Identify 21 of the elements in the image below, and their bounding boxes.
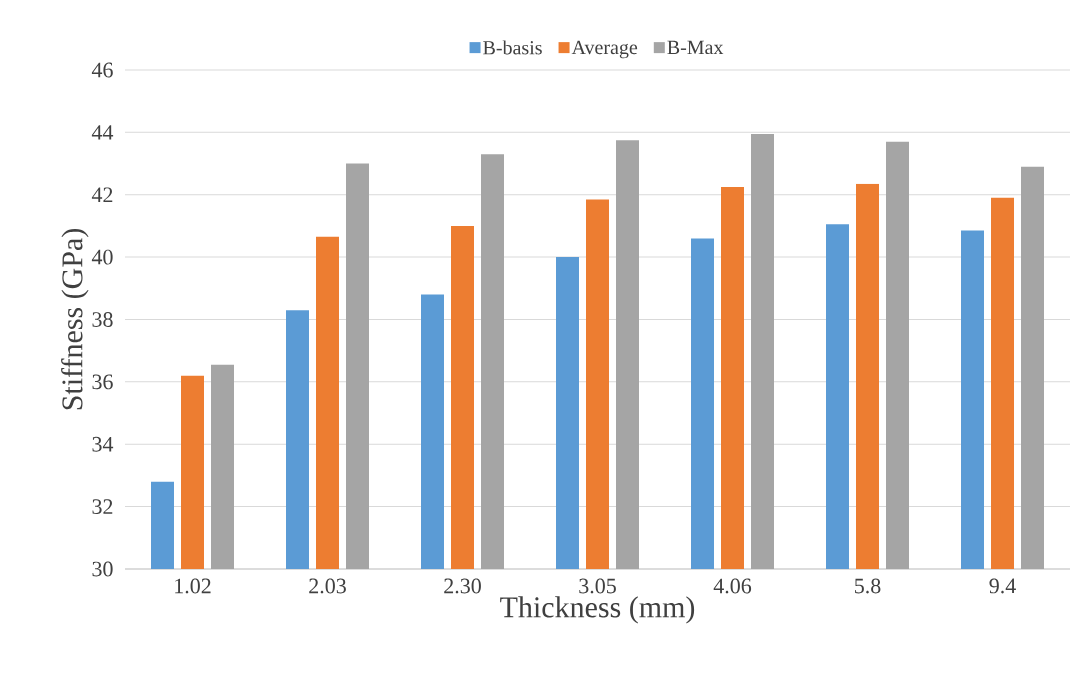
y-tick-label: 32: [92, 499, 113, 515]
y-tick-label: 44: [91, 125, 114, 140]
x-tick-label: 5.8: [855, 578, 881, 594]
y-tick-label: 34: [92, 436, 114, 452]
x-tick-label: 4.06: [713, 578, 752, 594]
x-tick-label: 9.4: [989, 578, 1016, 594]
x-tick-label: 2.03: [309, 578, 346, 594]
legend-label: Average: [571, 40, 638, 59]
x-tick-label: 1.02: [175, 578, 211, 594]
y-tick-label: 36: [92, 374, 113, 390]
y-tick-label: 40: [91, 249, 113, 265]
y-axis-title: Stiffness (GPa): [61, 229, 89, 410]
y-tick-label: 46: [91, 62, 113, 78]
legend-label: B-Max: [667, 40, 724, 55]
x-axis-title: Thickness (mm): [500, 596, 695, 624]
y-tick-label: 38: [92, 312, 113, 327]
y-tick-label: 42: [91, 187, 113, 203]
y-tick-label: 30: [92, 561, 113, 577]
x-tick-label: 3.05: [579, 578, 616, 594]
x-tick-label: 2.30: [444, 578, 481, 594]
legend-label: B-basis: [483, 40, 542, 55]
